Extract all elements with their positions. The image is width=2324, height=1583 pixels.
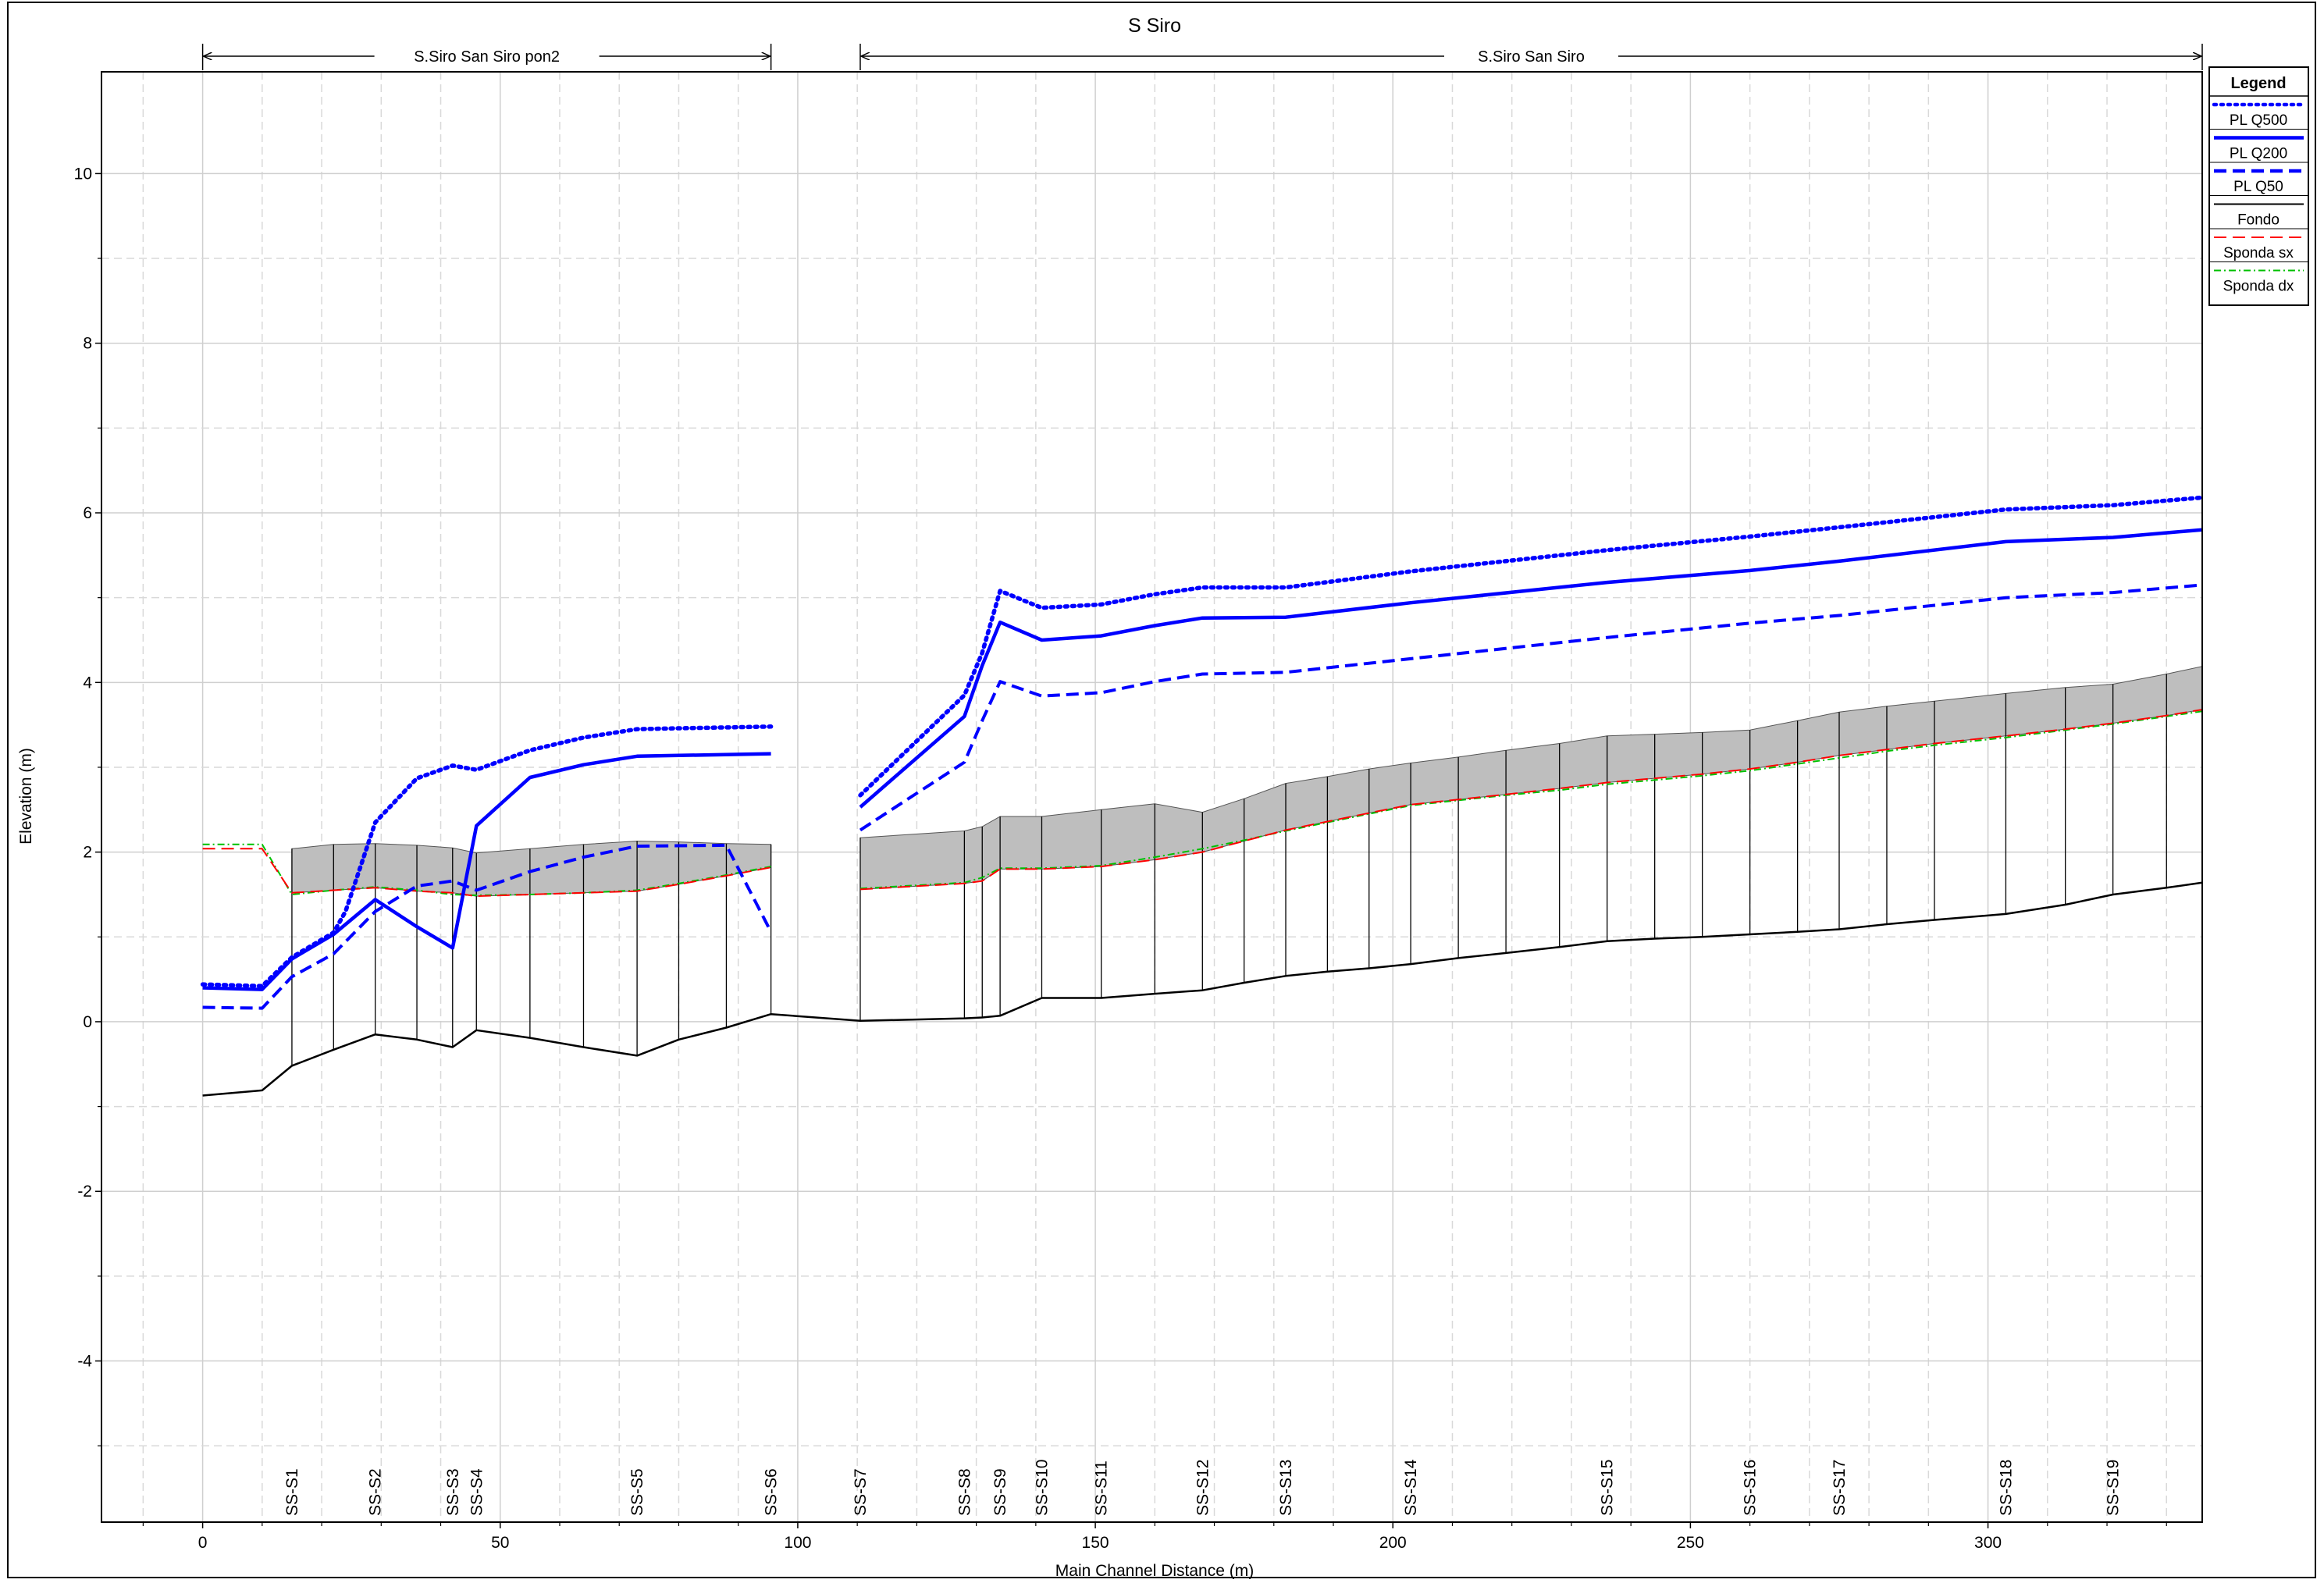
figure-border: [7, 2, 2316, 1578]
series-line: [859, 583, 2202, 832]
x-tick-label: 200: [1379, 1534, 1407, 1552]
section-label: SS-S5: [628, 1468, 646, 1516]
legend-label: PL Q200: [2230, 146, 2287, 162]
legend-label: Sponda dx: [2223, 279, 2294, 295]
x-axis-label: Main Channel Distance (m): [1055, 1562, 1254, 1579]
section-label: SS-S4: [468, 1468, 486, 1516]
section-label: SS-S14: [1402, 1459, 1420, 1516]
section-label: SS-S17: [1831, 1460, 1849, 1516]
y-tick-label: 8: [83, 335, 92, 353]
legend-label: PL Q500: [2230, 112, 2287, 129]
series-line: [858, 495, 2202, 798]
y-axis-label: Elevation (m): [17, 748, 35, 845]
series-line: [859, 528, 2202, 809]
section-label: SS-S9: [991, 1468, 1009, 1516]
bank-top-band: [291, 666, 2202, 897]
plot-frame: [101, 71, 2203, 1523]
section-label: SS-S3: [444, 1468, 462, 1516]
legend-title: Legend: [2230, 75, 2286, 92]
legend-label: Fondo: [2237, 212, 2280, 229]
x-tick-label: 100: [784, 1534, 811, 1552]
y-tick-label: 6: [83, 504, 92, 522]
section-label: SS-S10: [1033, 1460, 1051, 1516]
x-tick-label: 250: [1677, 1534, 1704, 1552]
section-labels: SS-S1 SS-S2 SS-S3 SS-S4 SS-S5 SS-S6 SS-S7 SS-S8…: [283, 1459, 2123, 1516]
series-line: [200, 724, 774, 989]
x-tick-label: 300: [1974, 1534, 2002, 1552]
section-label: SS-S11: [1093, 1460, 1111, 1516]
section-label: SS-S16: [1742, 1460, 1760, 1516]
section-label: SS-S13: [1277, 1460, 1295, 1516]
x-tick-label: 0: [198, 1534, 208, 1552]
series-line: [859, 709, 2202, 891]
series-lines: [200, 495, 2202, 1097]
y-tick-label: 0: [83, 1013, 92, 1031]
section-lines: [291, 674, 2167, 1066]
section-label: SS-S15: [1599, 1460, 1617, 1516]
section-label: SS-S6: [763, 1468, 781, 1516]
legend-label: Sponda sx: [2223, 245, 2294, 261]
legend-box: [2208, 66, 2309, 306]
series-line: [202, 843, 771, 896]
x-tick-label: 50: [491, 1534, 509, 1552]
series-line: [202, 881, 2202, 1097]
x-tick-label: 150: [1082, 1534, 1109, 1552]
bank-top-band-segment: [859, 666, 2202, 890]
grid: [101, 72, 2202, 1522]
reach-label: S.Siro San Siro: [1478, 48, 1585, 66]
series-line: [859, 710, 2202, 890]
y-tick-label: 10: [74, 165, 92, 183]
axes: 0 50 100 150 200 250 300 -4 -2 0 2 4 6 8 10: [74, 165, 2167, 1552]
y-tick-label: 4: [83, 674, 92, 692]
chart-title: S Siro: [1128, 15, 1181, 37]
section-label: SS-S7: [852, 1468, 870, 1516]
y-tick-label: -4: [77, 1353, 92, 1371]
section-label: SS-S8: [956, 1468, 973, 1516]
legend: Legend PL Q500 PL Q200 PL Q50 Fondo Sponda s…: [2208, 66, 2309, 306]
series-line: [202, 843, 773, 1010]
section-label: SS-S12: [1194, 1460, 1212, 1516]
reach-annotations: S.Siro San Siro pon2 S.Siro San Siro: [201, 44, 2203, 70]
y-tick-label: -2: [77, 1183, 92, 1201]
y-tick-label: 2: [83, 844, 92, 862]
section-label: SS-S2: [367, 1468, 385, 1516]
section-label: SS-S18: [1997, 1460, 2015, 1516]
legend-label: PL Q50: [2233, 179, 2283, 195]
section-label: SS-S19: [2105, 1460, 2123, 1516]
reach-label: S.Siro San Siro pon2: [414, 48, 560, 66]
bank-top-band-segment: [291, 840, 772, 897]
section-label: SS-S1: [283, 1468, 301, 1516]
